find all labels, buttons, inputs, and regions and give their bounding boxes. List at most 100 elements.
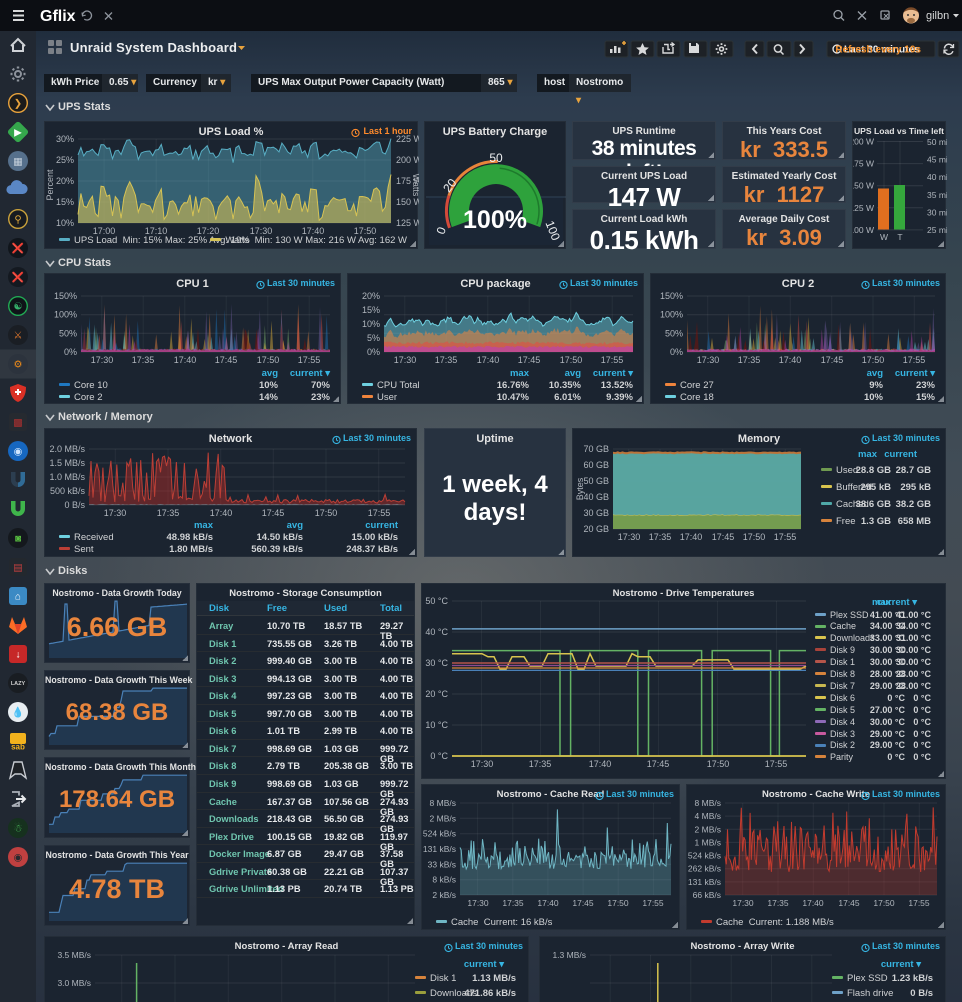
svg-text:17:40: 17:40 bbox=[477, 355, 500, 365]
svg-text:17:40: 17:40 bbox=[680, 532, 703, 542]
svg-text:524 kB/s: 524 kB/s bbox=[423, 829, 456, 839]
svg-text:0%: 0% bbox=[367, 347, 380, 357]
svg-text:30 °C: 30 °C bbox=[425, 658, 448, 668]
svg-text:2.0 MB/s: 2.0 MB/s bbox=[49, 444, 85, 454]
svg-text:17:40: 17:40 bbox=[589, 759, 612, 769]
svg-text:150 W: 150 W bbox=[853, 181, 874, 191]
svg-text:1.3 MB/s: 1.3 MB/s bbox=[552, 950, 586, 960]
svg-text:45 min: 45 min bbox=[927, 155, 947, 165]
svg-text:150%: 150% bbox=[660, 291, 683, 301]
svg-text:1.0 MB/s: 1.0 MB/s bbox=[49, 472, 85, 482]
svg-text:17:10: 17:10 bbox=[145, 226, 168, 236]
svg-text:131 kB/s: 131 kB/s bbox=[688, 877, 721, 887]
svg-text:17:35: 17:35 bbox=[502, 898, 524, 908]
svg-text:30 min: 30 min bbox=[927, 207, 947, 217]
svg-text:17:40: 17:40 bbox=[174, 355, 197, 365]
svg-text:8 MB/s: 8 MB/s bbox=[695, 798, 721, 808]
svg-text:17:40: 17:40 bbox=[302, 226, 325, 236]
svg-text:150 W: 150 W bbox=[396, 197, 419, 207]
svg-text:30 GB: 30 GB bbox=[583, 508, 609, 518]
svg-text:33 kB/s: 33 kB/s bbox=[428, 859, 456, 869]
svg-text:2 kB/s: 2 kB/s bbox=[432, 890, 456, 900]
svg-text:17:30: 17:30 bbox=[697, 355, 720, 365]
svg-text:17:30: 17:30 bbox=[467, 898, 489, 908]
svg-text:17:45: 17:45 bbox=[518, 355, 541, 365]
svg-text:▩: ▩ bbox=[13, 418, 22, 429]
svg-text:17:50: 17:50 bbox=[743, 532, 766, 542]
svg-text:Refresh every 10s: Refresh every 10s bbox=[835, 45, 921, 56]
svg-text:125 W: 125 W bbox=[853, 203, 874, 213]
svg-text:30%: 30% bbox=[56, 134, 74, 144]
svg-text:Unraid System Dashboard: Unraid System Dashboard bbox=[70, 40, 237, 55]
svg-text:4 MB/s: 4 MB/s bbox=[695, 811, 721, 821]
svg-text:15%: 15% bbox=[362, 305, 380, 315]
svg-text:⌂: ⌂ bbox=[15, 592, 21, 603]
svg-text:1 MB/s: 1 MB/s bbox=[695, 837, 721, 847]
svg-text:17:00: 17:00 bbox=[93, 226, 116, 236]
svg-text:15%: 15% bbox=[56, 197, 74, 207]
svg-text:40 GB: 40 GB bbox=[583, 492, 609, 502]
svg-text:100 W: 100 W bbox=[853, 225, 874, 235]
svg-text:17:30: 17:30 bbox=[471, 759, 494, 769]
svg-text:◙: ◙ bbox=[15, 534, 21, 545]
svg-text:17:50: 17:50 bbox=[607, 898, 629, 908]
svg-text:100%: 100% bbox=[660, 310, 683, 320]
svg-text:131 kB/s: 131 kB/s bbox=[423, 844, 456, 854]
svg-text:50%: 50% bbox=[665, 328, 683, 338]
svg-text:25 min: 25 min bbox=[927, 225, 947, 235]
svg-text:⚔: ⚔ bbox=[14, 331, 23, 342]
svg-text:17:35: 17:35 bbox=[157, 508, 180, 518]
svg-text:17:20: 17:20 bbox=[197, 226, 220, 236]
svg-text:10 °C: 10 °C bbox=[425, 720, 448, 730]
svg-text:17:30: 17:30 bbox=[91, 355, 114, 365]
svg-text:17:35: 17:35 bbox=[435, 355, 458, 365]
svg-text:17:40: 17:40 bbox=[210, 508, 233, 518]
svg-text:◉: ◉ bbox=[14, 853, 23, 864]
svg-text:3.5 MB/s: 3.5 MB/s bbox=[57, 950, 91, 960]
svg-text:17:30: 17:30 bbox=[618, 532, 641, 542]
svg-text:17:50: 17:50 bbox=[257, 355, 280, 365]
svg-text:Last 30 minutes: Last 30 minutes bbox=[844, 45, 920, 56]
svg-text:0%: 0% bbox=[670, 347, 683, 357]
svg-text:17:55: 17:55 bbox=[642, 898, 664, 908]
svg-text:50: 50 bbox=[489, 151, 503, 165]
svg-text:100%: 100% bbox=[54, 310, 77, 320]
svg-text:17:30: 17:30 bbox=[732, 898, 754, 908]
svg-text:17:55: 17:55 bbox=[298, 355, 321, 365]
svg-text:⚙: ⚙ bbox=[14, 360, 23, 371]
svg-text:▦: ▦ bbox=[13, 157, 22, 168]
svg-text:17:35: 17:35 bbox=[649, 532, 672, 542]
svg-text:Gflix: Gflix bbox=[40, 8, 76, 25]
svg-text:10%: 10% bbox=[56, 218, 74, 228]
svg-text:17:55: 17:55 bbox=[774, 532, 797, 542]
svg-text:17:45: 17:45 bbox=[838, 898, 860, 908]
svg-text:200 W: 200 W bbox=[853, 137, 874, 147]
svg-text:17:45: 17:45 bbox=[572, 898, 594, 908]
svg-text:T: T bbox=[897, 232, 902, 242]
svg-text:17:40: 17:40 bbox=[537, 898, 559, 908]
svg-text:10%: 10% bbox=[362, 319, 380, 329]
svg-text:gilbn: gilbn bbox=[926, 10, 949, 22]
svg-text:50 GB: 50 GB bbox=[583, 476, 609, 486]
svg-text:Percent: Percent bbox=[45, 169, 55, 201]
svg-text:sab: sab bbox=[11, 743, 25, 752]
svg-text:17:55: 17:55 bbox=[765, 759, 788, 769]
svg-text:175 W: 175 W bbox=[853, 159, 874, 169]
svg-text:17:30: 17:30 bbox=[104, 508, 127, 518]
svg-text:▤: ▤ bbox=[13, 563, 22, 574]
svg-text:25%: 25% bbox=[56, 155, 74, 165]
svg-text:☃: ☃ bbox=[14, 822, 23, 835]
svg-text:❌: ❌ bbox=[12, 242, 24, 255]
svg-text:☯: ☯ bbox=[14, 302, 23, 313]
svg-text:0%: 0% bbox=[64, 347, 77, 357]
svg-text:2 MB/s: 2 MB/s bbox=[430, 813, 456, 823]
svg-text:17:50: 17:50 bbox=[873, 898, 895, 908]
svg-text:17:45: 17:45 bbox=[821, 355, 844, 365]
svg-text:524 kB/s: 524 kB/s bbox=[688, 851, 721, 861]
svg-text:20 GB: 20 GB bbox=[583, 524, 609, 534]
svg-text:3.0 MB/s: 3.0 MB/s bbox=[57, 978, 91, 988]
svg-text:⚲: ⚲ bbox=[14, 215, 21, 226]
svg-text:◉: ◉ bbox=[14, 447, 23, 458]
svg-text:Watts: Watts bbox=[411, 174, 419, 197]
svg-text:70 GB: 70 GB bbox=[583, 444, 609, 454]
